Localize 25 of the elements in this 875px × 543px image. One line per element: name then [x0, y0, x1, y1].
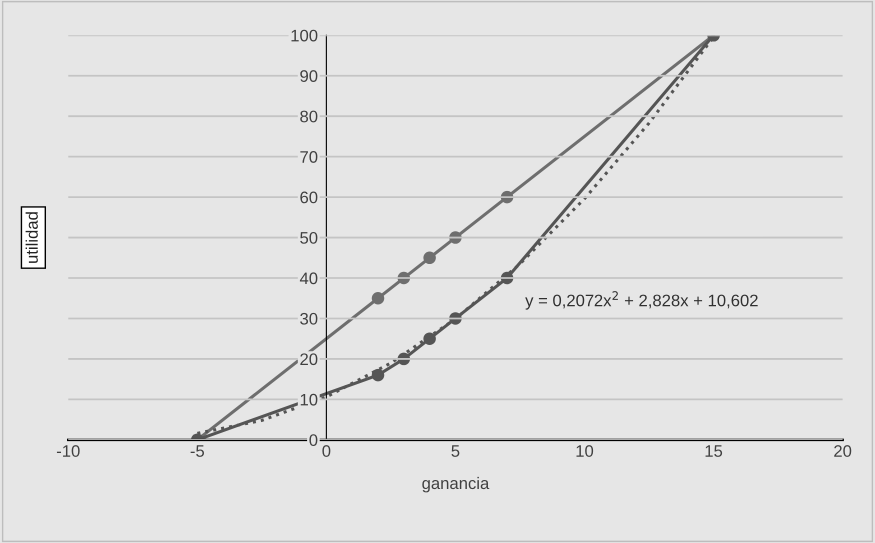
x-tick-label: 20 — [834, 445, 852, 457]
y-tick-label: 90 — [300, 70, 318, 82]
y-tick-label: 60 — [300, 192, 318, 204]
point — [372, 368, 384, 382]
x-tick-label: -5 — [190, 445, 204, 457]
y-tick-label: 80 — [300, 110, 318, 122]
y-tick-label: 70 — [300, 151, 318, 163]
point — [372, 292, 384, 304]
y-tick-label: 0 — [309, 434, 318, 446]
x-tick-label: 15 — [706, 445, 722, 457]
x-tick-label: -10 — [56, 445, 80, 457]
y-tick-label: 40 — [300, 272, 318, 284]
annotation: y = 0,2072x$^{2}$ + 2,828x + 10,602 — [525, 291, 758, 310]
y-axis-title: utilidad — [26, 212, 38, 263]
x-tick-label: 5 — [451, 445, 460, 457]
x-tick-label: 0 — [322, 445, 330, 457]
y-tick-label: 50 — [300, 232, 318, 244]
y-tick-label: 100 — [292, 30, 318, 42]
y-tick-label: 20 — [300, 353, 318, 366]
y-tick-label: 10 — [300, 394, 318, 406]
y-tick-label: 30 — [300, 312, 318, 325]
x-axis-title: ganancia — [422, 476, 490, 492]
x-tick-label: 10 — [576, 445, 594, 457]
point — [423, 332, 436, 345]
point — [423, 252, 436, 264]
